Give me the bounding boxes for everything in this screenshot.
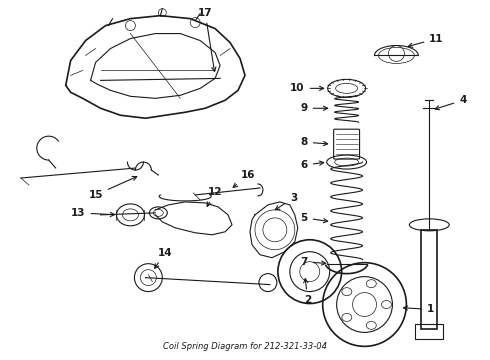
Text: 9: 9 bbox=[301, 103, 328, 113]
Text: 12: 12 bbox=[207, 187, 222, 206]
Text: 10: 10 bbox=[290, 84, 324, 93]
Text: Coil Spring Diagram for 212-321-33-04: Coil Spring Diagram for 212-321-33-04 bbox=[163, 342, 327, 351]
Text: 2: 2 bbox=[304, 279, 311, 305]
Text: 11: 11 bbox=[408, 33, 444, 47]
Text: 13: 13 bbox=[71, 208, 115, 218]
Text: 1: 1 bbox=[403, 305, 435, 315]
Text: 4: 4 bbox=[435, 95, 466, 110]
Text: 6: 6 bbox=[300, 160, 324, 170]
Text: 8: 8 bbox=[300, 137, 328, 147]
Bar bbox=[421, 230, 437, 329]
Text: 17: 17 bbox=[198, 8, 216, 71]
Bar bbox=[416, 324, 443, 339]
Text: 5: 5 bbox=[300, 213, 328, 223]
Text: 16: 16 bbox=[233, 170, 255, 188]
Text: 15: 15 bbox=[88, 176, 137, 200]
Text: 3: 3 bbox=[275, 193, 297, 210]
Text: 7: 7 bbox=[300, 257, 326, 267]
Text: 14: 14 bbox=[155, 248, 172, 268]
